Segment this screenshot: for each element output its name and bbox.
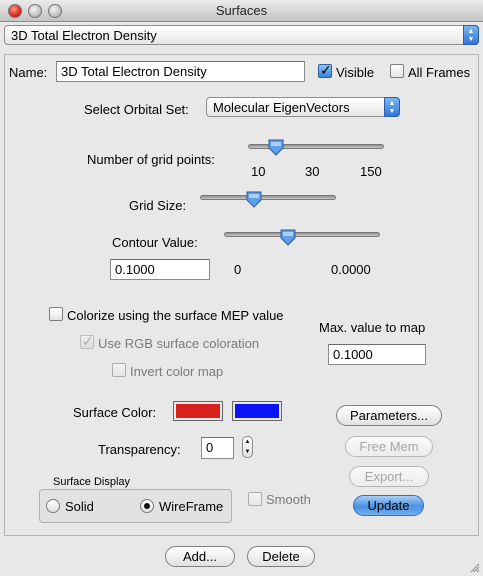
- minimize-icon[interactable]: [28, 4, 42, 18]
- contour-slider-track[interactable]: [224, 232, 380, 237]
- visible-checkbox[interactable]: [318, 62, 332, 79]
- all-frames-label: All Frames: [408, 65, 471, 80]
- contour-slider-knob[interactable]: [280, 229, 296, 246]
- transparency-field[interactable]: 0: [201, 437, 234, 459]
- close-icon[interactable]: [8, 4, 22, 18]
- max-value-label: Max. value to map: [319, 320, 426, 335]
- surface-color-1-fill: [176, 404, 220, 418]
- title-bar[interactable]: Surfaces: [0, 0, 483, 22]
- surface-selector-value: 3D Total Electron Density: [11, 28, 157, 43]
- invert-color-map-checkbox[interactable]: [112, 363, 126, 377]
- export-button[interactable]: Export...: [349, 466, 429, 487]
- window-title: Surfaces: [215, 3, 268, 18]
- max-value-field[interactable]: 0.1000: [328, 344, 426, 365]
- surface-color-label: Surface Color:: [73, 405, 157, 420]
- name-label: Name:: [9, 65, 48, 80]
- grid-size-label: Grid Size:: [129, 198, 187, 213]
- contour-label: Contour Value:: [112, 235, 198, 250]
- colorize-mep-label: Colorize using the surface MEP value: [67, 308, 284, 323]
- rgb-coloration-checkbox[interactable]: [80, 333, 94, 350]
- grid-points-tick-10: 10: [251, 164, 266, 179]
- update-button[interactable]: Update: [353, 495, 424, 516]
- visible-label: Visible: [336, 65, 375, 80]
- transparency-label: Transparency:: [98, 442, 181, 457]
- surface-panel: Name: 3D Total Electron Density Visible …: [4, 54, 479, 536]
- all-frames-checkbox[interactable]: [390, 64, 404, 78]
- solid-label: Solid: [65, 499, 94, 514]
- orbital-set-label: Select Orbital Set:: [84, 102, 189, 117]
- surface-display-group: Solid WireFrame: [39, 489, 232, 523]
- add-button[interactable]: Add...: [165, 546, 235, 567]
- chevron-updown-icon: ▲ ▼: [384, 97, 400, 117]
- grid-points-tick-30: 30: [305, 164, 320, 179]
- grid-points-tick-150: 150: [360, 164, 382, 179]
- resize-grip-icon[interactable]: [470, 563, 480, 573]
- grid-size-slider-track[interactable]: [200, 195, 336, 200]
- chevron-updown-icon: ▲ ▼: [463, 25, 479, 45]
- zoom-icon[interactable]: [48, 4, 62, 18]
- surface-color-2-fill: [235, 404, 279, 418]
- surface-display-group-label: Surface Display: [53, 476, 131, 488]
- contour-min-label: 0: [234, 262, 242, 277]
- surface-color-1-swatch[interactable]: [173, 401, 223, 421]
- smooth-checkbox[interactable]: [248, 492, 262, 506]
- delete-button[interactable]: Delete: [247, 546, 315, 567]
- contour-value-field[interactable]: 0.1000: [110, 259, 210, 280]
- orbital-set-value: Molecular EigenVectors: [213, 100, 350, 115]
- solid-radio[interactable]: [46, 499, 60, 513]
- wireframe-label: WireFrame: [159, 499, 224, 514]
- rgb-coloration-label: Use RGB surface coloration: [98, 336, 260, 351]
- wireframe-radio[interactable]: [140, 499, 154, 513]
- surface-selector-popup[interactable]: 3D Total Electron Density ▲ ▼: [4, 25, 479, 45]
- orbital-set-popup[interactable]: Molecular EigenVectors ▲ ▼: [206, 97, 400, 117]
- smooth-label: Smooth: [266, 492, 311, 507]
- parameters-button[interactable]: Parameters...: [336, 405, 442, 426]
- grid-points-slider-track[interactable]: [248, 144, 384, 149]
- grid-size-slider-knob[interactable]: [246, 191, 262, 208]
- colorize-mep-checkbox[interactable]: [49, 307, 63, 321]
- grid-points-slider-knob[interactable]: [268, 139, 284, 156]
- grid-points-label: Number of grid points:: [87, 152, 215, 167]
- transparency-stepper[interactable]: ▲ ▼: [242, 436, 253, 458]
- contour-max-label: 0.0000: [331, 262, 371, 277]
- surface-color-2-swatch[interactable]: [232, 401, 282, 421]
- free-mem-button[interactable]: Free Mem: [345, 436, 433, 457]
- invert-color-map-label: Invert color map: [130, 364, 224, 379]
- name-field[interactable]: 3D Total Electron Density: [56, 61, 305, 82]
